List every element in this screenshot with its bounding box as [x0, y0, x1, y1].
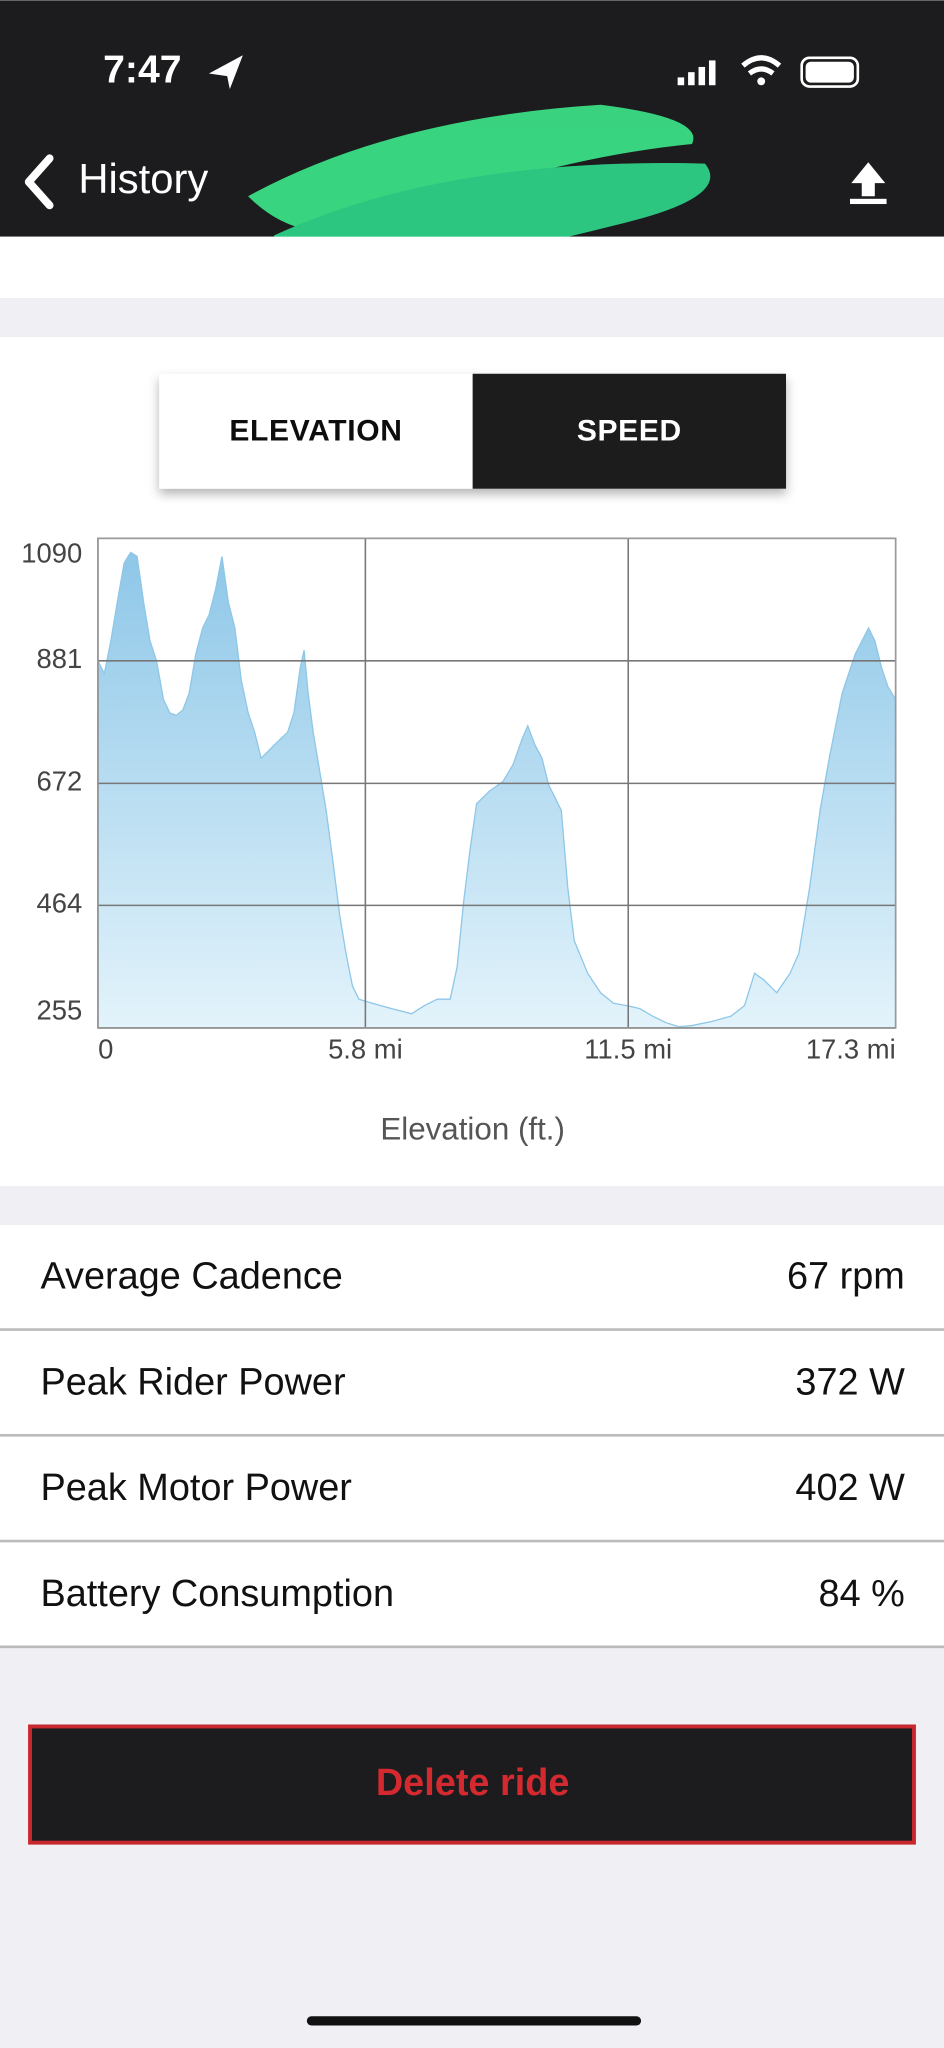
toggle-option[interactable]: ELEVATION	[159, 373, 473, 489]
signal-icon	[677, 60, 716, 86]
stat-label: Average Cadence	[40, 1256, 342, 1298]
x-tick-label: 5.8 mi	[328, 1034, 403, 1065]
stat-value: 84 %	[819, 1573, 905, 1615]
stat-label: Battery Consumption	[40, 1573, 394, 1615]
segmented-control: ELEVATION SPEED	[159, 373, 787, 489]
y-tick-label: 672	[37, 766, 83, 797]
delete-button-frame	[28, 1724, 916, 1845]
axis-title: Elevation (ft.)	[380, 1111, 565, 1146]
battery-icon	[800, 56, 860, 88]
y-tick-label: 464	[37, 888, 83, 919]
back-chevron	[24, 154, 54, 210]
y-tick-label: 1090	[21, 537, 82, 568]
toggle-background	[472, 373, 787, 489]
status-time: 7:47	[103, 49, 181, 92]
stat-label: Peak Rider Power	[40, 1361, 345, 1403]
delete-button[interactable]: Delete ride	[28, 1724, 916, 1845]
upload-arrow	[851, 162, 886, 197]
stat-value: 372 W	[795, 1361, 905, 1403]
stat-row: Average Cadence 67 rpm	[0, 1256, 944, 1331]
x-tick-label: 0	[98, 1034, 113, 1065]
x-tick-label: 11.5 mi	[584, 1034, 672, 1065]
top-spacer	[0, 236, 944, 299]
elevation-area	[97, 551, 897, 1029]
toggle-option[interactable]: SPEED	[472, 373, 787, 489]
stat-value: 402 W	[795, 1467, 905, 1509]
wifi-icon	[741, 55, 782, 76]
home-indicator	[306, 2016, 642, 2026]
stat-label: Peak Motor Power	[40, 1467, 351, 1509]
plot-frame	[97, 537, 897, 1029]
toggle-label: SPEED	[577, 414, 682, 447]
location-icon	[208, 55, 243, 90]
back-button[interactable]: History	[24, 154, 209, 210]
y-tick-label: 881	[37, 643, 83, 674]
stat-value: 67 rpm	[787, 1256, 905, 1298]
delete-label: Delete ride	[376, 1762, 570, 1804]
battery-level	[805, 61, 854, 83]
y-tick-label: 255	[37, 994, 83, 1025]
stat-row: Battery Consumption 84 %	[0, 1573, 944, 1649]
x-tick-label: 17.3 mi	[806, 1034, 896, 1065]
chart: 255 464 672 881 1090 0 5.8 mi 11.5 mi 17.3 mi Ele…	[21, 537, 897, 1146]
toggle-background	[159, 373, 473, 489]
back-label: History	[78, 155, 208, 202]
upload-base	[849, 198, 887, 205]
stat-row: Peak Rider Power 372 W	[0, 1361, 944, 1437]
toggle-label: ELEVATION	[229, 414, 402, 447]
stat-row: Peak Motor Power 402 W	[0, 1467, 944, 1543]
stats-list: Average Cadence 67 rpm Peak Rider Power 372…	[0, 1256, 944, 1649]
upload-button[interactable]	[849, 162, 887, 205]
wifi-dot	[757, 77, 766, 86]
